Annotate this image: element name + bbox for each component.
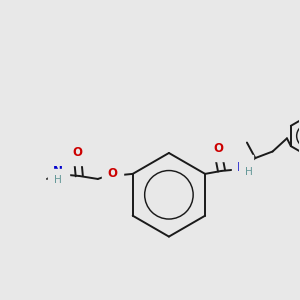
- Text: N: N: [53, 165, 63, 178]
- Text: O: O: [73, 146, 83, 160]
- Text: H: H: [54, 175, 62, 185]
- Text: O: O: [107, 167, 117, 180]
- Text: N: N: [237, 160, 247, 173]
- Text: O: O: [214, 142, 224, 155]
- Text: H: H: [245, 167, 253, 177]
